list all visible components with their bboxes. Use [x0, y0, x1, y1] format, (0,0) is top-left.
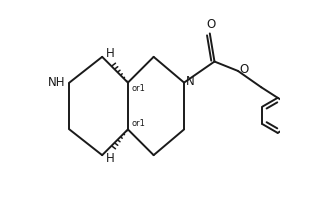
Text: N: N	[186, 75, 195, 88]
Text: O: O	[206, 18, 215, 31]
Text: or1: or1	[131, 119, 145, 128]
Text: NH: NH	[48, 76, 65, 89]
Text: O: O	[239, 63, 248, 76]
Text: or1: or1	[131, 84, 145, 93]
Text: H: H	[106, 47, 115, 60]
Text: H: H	[106, 152, 115, 165]
